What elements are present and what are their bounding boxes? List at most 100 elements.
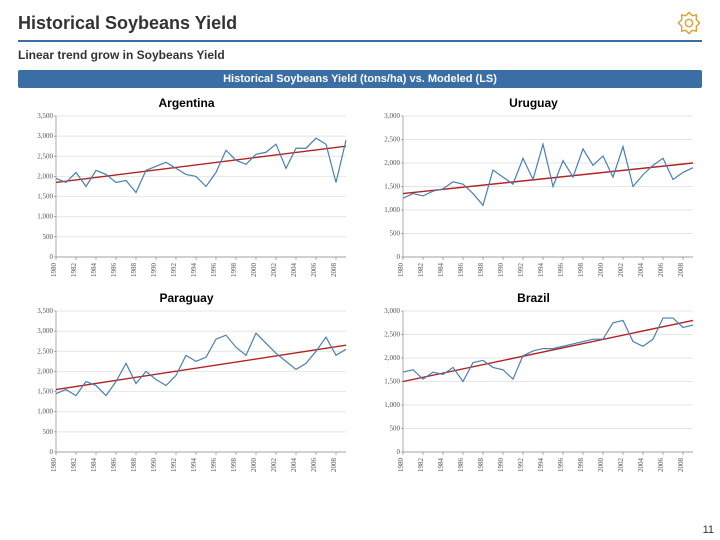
- svg-text:1988: 1988: [130, 263, 138, 278]
- svg-text:1988: 1988: [477, 263, 485, 278]
- svg-text:1,500: 1,500: [384, 183, 400, 191]
- chart-paraguay: 05001,0001,5002,0002,5003,0003,500198019…: [22, 307, 352, 482]
- svg-text:1998: 1998: [577, 263, 585, 278]
- svg-text:1990: 1990: [150, 263, 158, 278]
- svg-text:3,000: 3,000: [384, 112, 400, 120]
- svg-text:1992: 1992: [517, 263, 525, 278]
- svg-text:1,500: 1,500: [384, 378, 400, 386]
- svg-text:2000: 2000: [250, 263, 258, 278]
- svg-text:2000: 2000: [250, 458, 258, 473]
- svg-text:2004: 2004: [637, 458, 645, 473]
- chart-uruguay: 0 500 1,000 1,500 2,000 2,500 3,000 1980 1982 198…: [369, 112, 699, 287]
- svg-text:2004: 2004: [290, 458, 298, 473]
- svg-text:1,000: 1,000: [37, 213, 53, 221]
- svg-text:1980: 1980: [50, 263, 58, 278]
- svg-text:0: 0: [396, 253, 400, 261]
- svg-text:1986: 1986: [457, 263, 465, 278]
- chart-grid: Argentina 0 500 1,000 1,500 2,000 2,500 3,000 3,…: [18, 94, 702, 482]
- svg-text:2006: 2006: [310, 458, 318, 473]
- svg-text:1,000: 1,000: [384, 206, 400, 214]
- svg-text:500: 500: [389, 230, 400, 238]
- page-title: Historical Soybeans Yield: [18, 13, 237, 34]
- svg-text:2,000: 2,000: [384, 354, 400, 362]
- svg-text:3,000: 3,000: [37, 132, 53, 140]
- svg-text:1,500: 1,500: [37, 388, 53, 396]
- svg-text:3,000: 3,000: [384, 307, 400, 315]
- svg-text:1986: 1986: [110, 458, 118, 473]
- svg-text:3,500: 3,500: [37, 112, 53, 120]
- svg-text:1998: 1998: [230, 263, 238, 278]
- svg-text:0: 0: [49, 253, 53, 261]
- svg-text:3,000: 3,000: [37, 327, 53, 335]
- svg-text:1994: 1994: [537, 263, 545, 278]
- svg-text:1980: 1980: [50, 458, 58, 473]
- svg-text:2,000: 2,000: [384, 159, 400, 167]
- svg-text:2002: 2002: [270, 263, 278, 278]
- svg-text:1996: 1996: [557, 263, 565, 278]
- chart-title-paraguay: Paraguay: [159, 291, 213, 305]
- svg-text:1986: 1986: [457, 458, 465, 473]
- page-subtitle: Linear trend grow in Soybeans Yield: [18, 48, 702, 62]
- svg-text:2004: 2004: [637, 263, 645, 278]
- svg-text:3,500: 3,500: [37, 307, 53, 315]
- chart-title-brazil: Brazil: [517, 291, 550, 305]
- title-rule: [18, 40, 702, 42]
- svg-text:2002: 2002: [270, 458, 278, 473]
- svg-text:1984: 1984: [437, 458, 445, 473]
- svg-text:2002: 2002: [617, 458, 625, 473]
- chart-title-uruguay: Uruguay: [509, 96, 558, 110]
- chart-title-argentina: Argentina: [158, 96, 214, 110]
- svg-text:1984: 1984: [90, 263, 98, 278]
- chart-brazil: 05001,0001,5002,0002,5003,00019801982198…: [369, 307, 699, 482]
- svg-text:1982: 1982: [70, 263, 78, 278]
- svg-text:500: 500: [389, 425, 400, 433]
- section-banner: Historical Soybeans Yield (tons/ha) vs. …: [18, 70, 702, 88]
- chart-cell-argentina: Argentina 0 500 1,000 1,500 2,000 2,500 3,000 3,…: [18, 94, 355, 287]
- svg-text:1980: 1980: [397, 458, 405, 473]
- svg-text:2008: 2008: [677, 263, 685, 278]
- svg-text:1996: 1996: [210, 458, 218, 473]
- svg-text:2006: 2006: [657, 458, 665, 473]
- svg-text:1,000: 1,000: [37, 408, 53, 416]
- svg-text:1994: 1994: [190, 458, 198, 473]
- chart-cell-paraguay: Paraguay05001,0001,5002,0002,5003,0003,5…: [18, 289, 355, 482]
- svg-text:1982: 1982: [417, 458, 425, 473]
- svg-text:2008: 2008: [330, 263, 338, 278]
- svg-text:1982: 1982: [417, 263, 425, 278]
- chart-argentina: 0 500 1,000 1,500 2,000 2,500 3,000 3,500 1980 19…: [22, 112, 352, 287]
- svg-text:1986: 1986: [110, 263, 118, 278]
- svg-text:1984: 1984: [90, 458, 98, 473]
- svg-text:1996: 1996: [210, 263, 218, 278]
- svg-text:500: 500: [42, 233, 53, 241]
- svg-text:1990: 1990: [497, 263, 505, 278]
- svg-text:2000: 2000: [597, 263, 605, 278]
- svg-text:1996: 1996: [557, 458, 565, 473]
- svg-text:1998: 1998: [577, 458, 585, 473]
- page-number: 11: [703, 524, 714, 536]
- svg-text:1980: 1980: [397, 263, 405, 278]
- chart-cell-brazil: Brazil05001,0001,5002,0002,5003,00019801…: [365, 289, 702, 482]
- svg-text:2006: 2006: [657, 263, 665, 278]
- svg-text:2008: 2008: [677, 458, 685, 473]
- svg-text:1992: 1992: [170, 458, 178, 473]
- svg-text:1,000: 1,000: [384, 401, 400, 409]
- svg-text:0: 0: [49, 448, 53, 456]
- svg-text:1992: 1992: [170, 263, 178, 278]
- svg-text:2,000: 2,000: [37, 172, 53, 180]
- svg-text:1994: 1994: [190, 263, 198, 278]
- svg-text:1984: 1984: [437, 263, 445, 278]
- svg-text:2,500: 2,500: [384, 331, 400, 339]
- svg-text:1988: 1988: [477, 458, 485, 473]
- svg-text:2006: 2006: [310, 263, 318, 278]
- svg-text:2,500: 2,500: [37, 152, 53, 160]
- svg-text:2008: 2008: [330, 458, 338, 473]
- svg-text:1994: 1994: [537, 458, 545, 473]
- gear-icon: [676, 10, 702, 36]
- svg-text:2,500: 2,500: [384, 136, 400, 144]
- svg-text:2,000: 2,000: [37, 367, 53, 375]
- svg-text:1990: 1990: [497, 458, 505, 473]
- svg-text:1982: 1982: [70, 458, 78, 473]
- svg-text:1992: 1992: [517, 458, 525, 473]
- svg-text:2002: 2002: [617, 263, 625, 278]
- svg-text:1,500: 1,500: [37, 193, 53, 201]
